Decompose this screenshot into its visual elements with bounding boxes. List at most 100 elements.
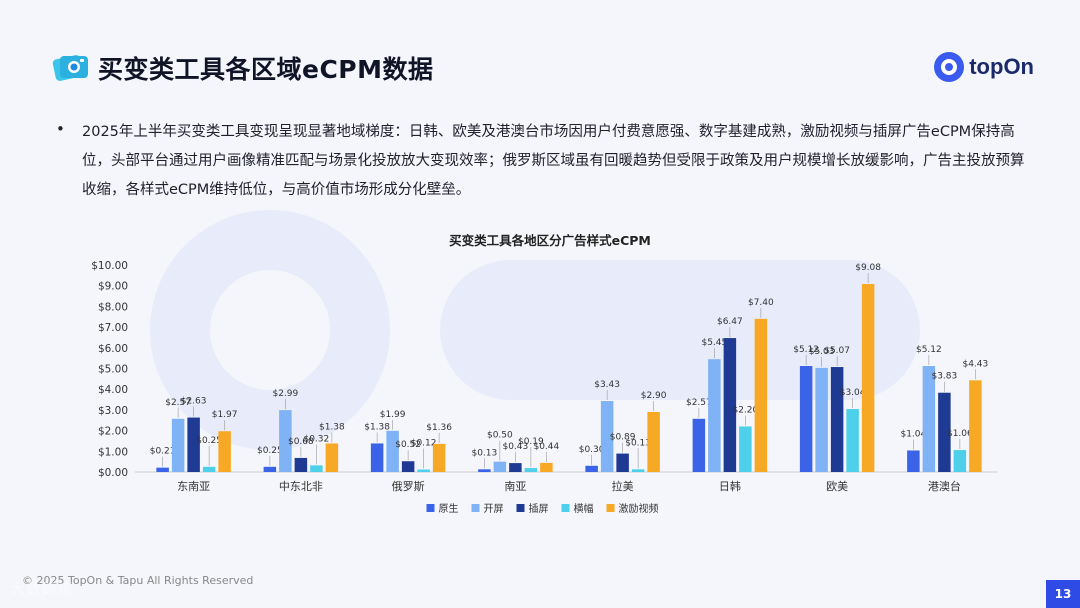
bar-value-label: $0.25: [196, 436, 222, 446]
x-tick-label: 拉美: [612, 479, 634, 493]
y-tick-label: $7.00: [98, 322, 128, 334]
chart-title: 买变类工具各地区分广告样式eCPM: [449, 233, 651, 248]
bar-value-label: $0.19: [518, 437, 544, 447]
legend-label: 激励视频: [619, 502, 659, 515]
bar-激励视频-日韩: [754, 318, 768, 472]
legend-label: 原生: [439, 502, 459, 515]
bar-插屏-东南亚: [187, 417, 200, 472]
bar-value-label: $5.12: [793, 345, 819, 355]
bar-value-label: $3.04: [840, 388, 866, 398]
bar-value-label: $5.07: [824, 346, 850, 356]
y-tick-label: $5.00: [98, 364, 128, 376]
bar-横幅-俄罗斯: [417, 469, 430, 472]
bar-value-label: $0.12: [411, 439, 437, 449]
bar-value-label: $4.43: [962, 359, 988, 369]
bar-value-label: $9.08: [855, 263, 881, 273]
x-tick-label: 南亚: [504, 480, 526, 493]
y-tick-label: $4.00: [98, 384, 128, 396]
legend-swatch: [561, 504, 570, 512]
bar-激励视频-南亚: [540, 462, 553, 472]
source-watermark: 大数跨境: [10, 580, 75, 598]
y-tick-label: $10.00: [91, 260, 128, 272]
y-tick-label: $9.00: [98, 281, 128, 293]
x-tick-label: 欧美: [826, 480, 848, 493]
bar-开屏-日韩: [708, 359, 721, 472]
bar-value-label: $0.25: [257, 446, 283, 456]
bar-value-label: $1.04: [900, 429, 926, 439]
bar-value-label: $6.47: [717, 317, 743, 327]
bar-横幅-港澳台: [953, 450, 967, 472]
bar-横幅-日韩: [739, 426, 752, 472]
bar-插屏-俄罗斯: [401, 461, 415, 472]
bar-横幅-欧美: [846, 409, 859, 472]
bar-value-label: $3.43: [594, 380, 620, 390]
y-tick-label: $0.00: [98, 467, 128, 479]
bar-value-label: $0.30: [579, 445, 605, 455]
bar-开屏-欧美: [815, 367, 828, 472]
bar-value-label: $0.13: [625, 438, 651, 448]
bar-value-label: $0.89: [610, 433, 636, 443]
x-tick-label: 日韩: [719, 479, 741, 493]
bar-value-label: $0.13: [471, 448, 497, 458]
bar-横幅-东南亚: [202, 466, 216, 472]
bar-原生-俄罗斯: [370, 443, 384, 472]
bar-value-label: $1.36: [426, 423, 452, 433]
page-title: 买变类工具各区域eCPM数据: [98, 55, 434, 84]
bar-插屏-日韩: [723, 338, 737, 472]
bar-横幅-中东北非: [310, 465, 323, 472]
bar-插屏-港澳台: [938, 392, 951, 472]
bullet-marker: •: [56, 120, 65, 138]
legend-swatch: [471, 504, 480, 512]
bar-开屏-港澳台: [922, 366, 936, 472]
bar-value-label: $0.21: [150, 447, 176, 457]
bar-value-label: $2.63: [181, 397, 207, 407]
bar-原生-拉美: [585, 465, 598, 472]
x-tick-label: 港澳台: [928, 479, 961, 493]
bar-value-label: $2.57: [686, 398, 712, 408]
legend-swatch: [516, 504, 525, 512]
bar-value-label: $1.38: [364, 422, 390, 432]
legend-label: 插屏: [529, 502, 549, 515]
legend-swatch: [606, 504, 615, 512]
legend-label: 横幅: [574, 502, 594, 515]
bar-value-label: $0.32: [303, 434, 329, 444]
photo-icon: [52, 55, 88, 81]
bar-value-label: $0.43: [502, 442, 528, 452]
bar-开屏-东南亚: [171, 418, 185, 472]
bar-value-label: $3.83: [931, 372, 957, 382]
bar-value-label: $0.68: [288, 437, 314, 447]
y-tick-label: $8.00: [98, 301, 128, 313]
bar-value-label: $1.38: [319, 422, 345, 432]
brand-name: topOn: [969, 54, 1034, 79]
bar-激励视频-欧美: [861, 284, 875, 472]
bar-value-label: $5.12: [916, 345, 942, 355]
bar-开屏-中东北非: [279, 410, 292, 472]
bar-插屏-中东北非: [294, 457, 308, 472]
bar-value-label: $5.03: [809, 347, 835, 357]
bar-value-label: $2.20: [732, 405, 758, 415]
bar-激励视频-拉美: [647, 411, 660, 472]
bar-插屏-欧美: [830, 367, 844, 472]
bar-value-label: $1.97: [212, 410, 238, 420]
bar-原生-港澳台: [907, 450, 920, 472]
y-tick-label: $1.00: [98, 446, 128, 458]
bar-value-label: $0.44: [533, 442, 559, 452]
bar-开屏-俄罗斯: [386, 430, 399, 472]
bar-原生-日韩: [692, 418, 706, 472]
x-tick-label: 东南亚: [177, 480, 210, 493]
summary-text: 2025年上半年买变类工具变现呈现显著地域梯度：日韩、欧美及港澳台市场因用户付费…: [82, 124, 1025, 198]
bar-原生-欧美: [799, 366, 813, 472]
bar-开屏-南亚: [493, 461, 507, 472]
bar-原生-东南亚: [156, 467, 169, 472]
brand: topOn: [934, 52, 1034, 82]
bar-激励视频-港澳台: [969, 380, 982, 472]
bar-原生-南亚: [478, 469, 491, 472]
bar-激励视频-俄罗斯: [432, 443, 446, 472]
bar-value-label: $2.90: [641, 391, 667, 401]
bar-插屏-南亚: [509, 463, 522, 472]
bar-横幅-拉美: [631, 469, 645, 472]
bar-value-label: $1.99: [380, 410, 406, 420]
y-tick-label: $6.00: [98, 343, 128, 355]
bar-开屏-拉美: [600, 400, 614, 472]
